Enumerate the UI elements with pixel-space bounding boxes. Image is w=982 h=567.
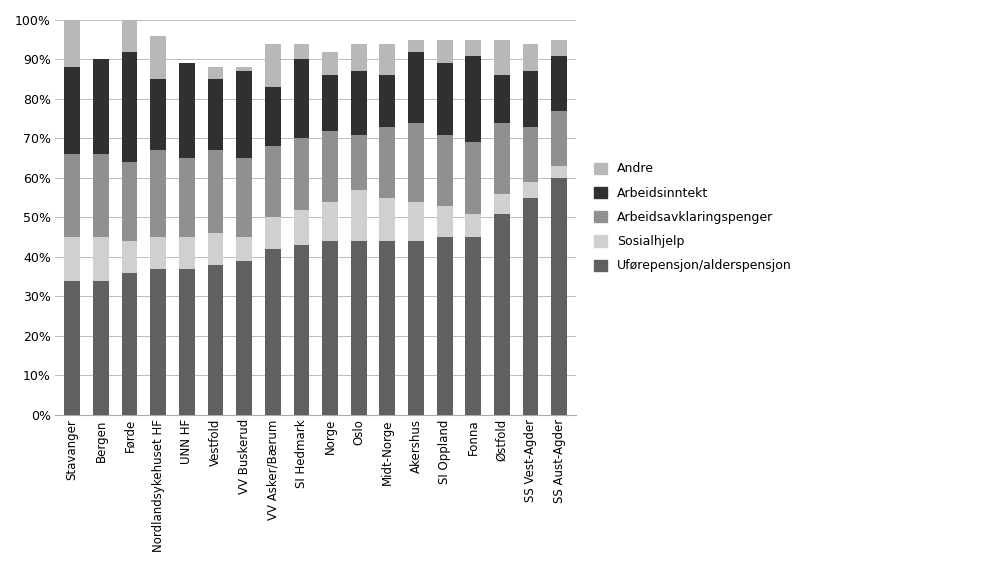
Bar — [322, 52, 338, 75]
Bar — [351, 44, 366, 71]
Bar — [465, 214, 481, 237]
Bar — [122, 52, 137, 162]
Bar — [437, 64, 453, 134]
Bar — [179, 269, 194, 415]
Bar — [237, 71, 252, 158]
Bar — [294, 245, 309, 415]
Bar — [379, 75, 395, 126]
Bar — [237, 67, 252, 71]
Bar — [522, 182, 538, 198]
Bar — [93, 60, 109, 154]
Bar — [409, 241, 424, 415]
Bar — [494, 122, 510, 194]
Bar — [494, 194, 510, 214]
Bar — [294, 210, 309, 245]
Bar — [465, 237, 481, 415]
Bar — [351, 241, 366, 415]
Bar — [150, 269, 166, 415]
Bar — [322, 75, 338, 130]
Bar — [465, 40, 481, 56]
Bar — [93, 154, 109, 237]
Bar — [465, 56, 481, 142]
Bar — [265, 218, 281, 249]
Bar — [65, 154, 81, 237]
Bar — [437, 237, 453, 415]
Bar — [122, 162, 137, 241]
Bar — [379, 198, 395, 241]
Bar — [494, 40, 510, 75]
Legend: Andre, Arbeidsinntekt, Arbeidsavklaringspenger, Sosialhjelp, Uførepensjon/alders: Andre, Arbeidsinntekt, Arbeidsavklarings… — [588, 156, 797, 279]
Bar — [494, 214, 510, 415]
Bar — [551, 40, 568, 56]
Bar — [237, 237, 252, 261]
Bar — [551, 111, 568, 166]
Bar — [551, 166, 568, 178]
Bar — [122, 241, 137, 273]
Bar — [237, 261, 252, 415]
Bar — [437, 206, 453, 237]
Bar — [150, 36, 166, 79]
Bar — [65, 281, 81, 415]
Bar — [494, 75, 510, 122]
Bar — [522, 126, 538, 182]
Bar — [437, 134, 453, 206]
Bar — [207, 150, 223, 233]
Bar — [322, 130, 338, 202]
Bar — [379, 241, 395, 415]
Bar — [551, 56, 568, 111]
Bar — [379, 126, 395, 198]
Bar — [150, 237, 166, 269]
Bar — [237, 158, 252, 237]
Bar — [93, 237, 109, 281]
Bar — [122, 20, 137, 52]
Bar — [207, 233, 223, 265]
Bar — [122, 273, 137, 415]
Bar — [207, 67, 223, 79]
Bar — [522, 198, 538, 415]
Bar — [294, 138, 309, 210]
Bar — [207, 79, 223, 150]
Bar — [351, 134, 366, 190]
Bar — [294, 60, 309, 138]
Bar — [409, 122, 424, 202]
Bar — [322, 241, 338, 415]
Bar — [179, 237, 194, 269]
Bar — [351, 71, 366, 134]
Bar — [322, 202, 338, 241]
Bar — [65, 20, 81, 67]
Bar — [409, 202, 424, 241]
Bar — [265, 146, 281, 218]
Bar — [179, 64, 194, 158]
Bar — [265, 249, 281, 415]
Bar — [551, 178, 568, 415]
Bar — [65, 67, 81, 154]
Bar — [379, 44, 395, 75]
Bar — [522, 44, 538, 71]
Bar — [265, 44, 281, 87]
Bar — [179, 158, 194, 237]
Bar — [409, 40, 424, 52]
Bar — [93, 281, 109, 415]
Bar — [409, 52, 424, 122]
Bar — [437, 40, 453, 64]
Bar — [465, 142, 481, 214]
Bar — [522, 71, 538, 126]
Bar — [65, 237, 81, 281]
Bar — [150, 150, 166, 237]
Bar — [207, 265, 223, 415]
Bar — [351, 190, 366, 241]
Bar — [150, 79, 166, 150]
Bar — [294, 44, 309, 60]
Bar — [265, 87, 281, 146]
